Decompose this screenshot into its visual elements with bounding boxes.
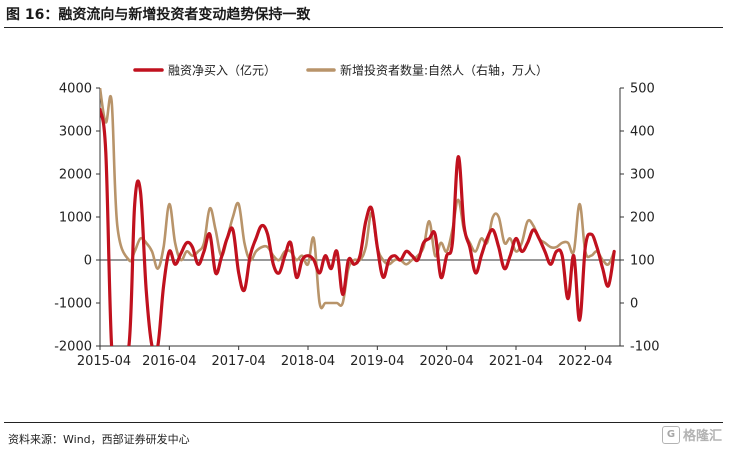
- source-note: 资料来源：Wind，西部证券研发中心: [8, 433, 190, 446]
- y-left-tick-label: 4000: [59, 82, 92, 97]
- x-tick-label: 2015-04: [77, 354, 131, 369]
- y-left-tick-label: 3000: [59, 125, 92, 140]
- x-tick-label: 2018-04: [281, 354, 335, 369]
- y-left-tick-label: -1000: [54, 297, 92, 312]
- x-tick-label: 2020-04: [420, 354, 474, 369]
- bottom-rule: [4, 422, 723, 423]
- y-left-tick-label: 0: [84, 254, 92, 269]
- y-left-tick-label: -2000: [54, 340, 92, 355]
- legend-label-financing: 融资净买入（亿元）: [168, 63, 276, 78]
- y-right-tick-label: 100: [630, 254, 655, 269]
- plot-area: [100, 88, 616, 346]
- series-line-investors: [100, 88, 616, 310]
- chart: 融资净买入（亿元） 新增投资者数量:自然人（右轴，万人） -2000-10000…: [54, 63, 659, 370]
- y-right-tick-label: -100: [630, 340, 660, 355]
- x-tick-label: 2021-04: [489, 354, 543, 369]
- x-tick-label: 2017-04: [212, 354, 266, 369]
- y-left-tick-label: 2000: [59, 168, 92, 183]
- y-right-tick-label: 200: [630, 211, 655, 226]
- y-left-tick-label: 1000: [59, 211, 92, 226]
- x-tick-label: 2019-04: [350, 354, 404, 369]
- y-right-tick-label: 300: [630, 168, 655, 183]
- watermark: G 格隆汇: [661, 425, 722, 444]
- legend-label-investors: 新增投资者数量:自然人（右轴，万人）: [340, 63, 548, 78]
- y-right-tick-label: 0: [630, 297, 638, 312]
- page-title: 图 16：融资流向与新增投资者变动趋势保持一致: [6, 7, 311, 23]
- legend: 融资净买入（亿元） 新增投资者数量:自然人（右轴，万人）: [133, 63, 548, 78]
- x-tick-label: 2016-04: [142, 354, 196, 369]
- axes: -2000-100001000200030004000-100010020030…: [54, 82, 659, 370]
- series-line-financing: [100, 107, 616, 346]
- y-right-tick-label: 500: [630, 82, 655, 97]
- x-tick-label: 2022-04: [558, 354, 612, 369]
- y-right-tick-label: 400: [630, 125, 655, 140]
- top-rule: [4, 27, 723, 28]
- watermark-logo-icon: G: [661, 425, 680, 444]
- watermark-text: 格隆汇: [682, 429, 722, 444]
